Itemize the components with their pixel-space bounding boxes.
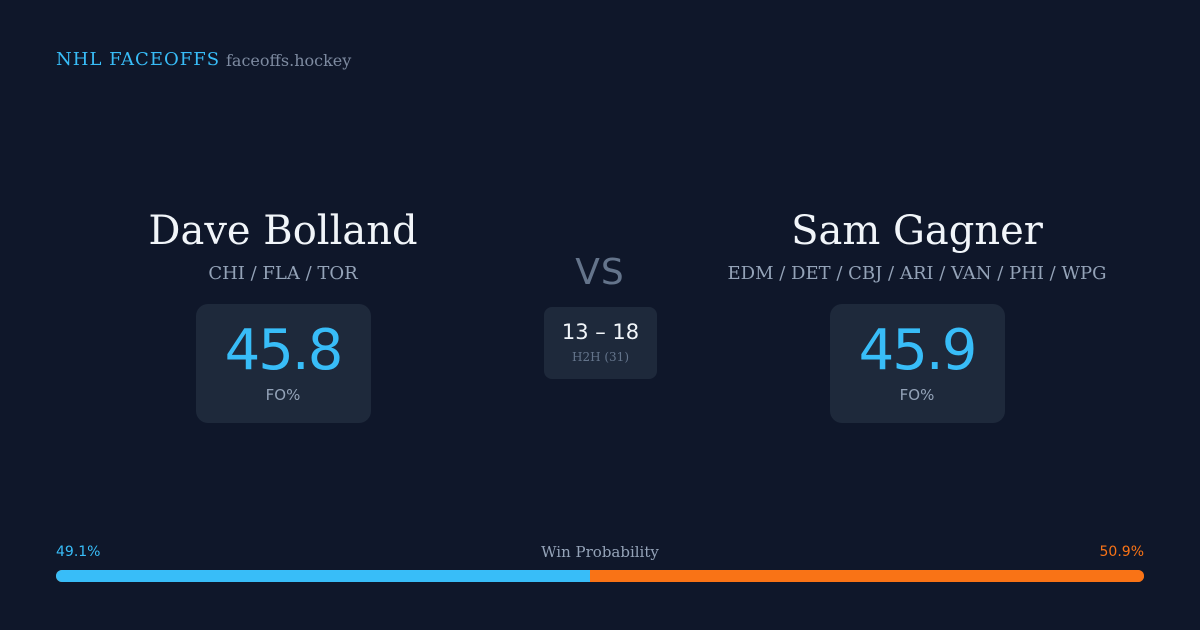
player-right-fo-value: 45.9 (858, 318, 978, 383)
h2h-label: H2H (31) (571, 350, 629, 364)
player-right: Sam Gagner EDM / DET / CBJ / ARI / VAN /… (687, 205, 1147, 423)
player-left-stat-card: 45.8 FO% (195, 304, 371, 423)
player-left-teams: CHI / FLA / TOR (208, 263, 358, 284)
win-probability-right: 50.9% (1099, 544, 1144, 560)
player-right-teams: EDM / DET / CBJ / ARI / VAN / PHI / WPG (727, 263, 1107, 284)
player-right-stat-card: 45.9 FO% (829, 304, 1005, 423)
win-probability-title: Win Probability (541, 543, 659, 561)
vs-label: VS (575, 252, 625, 293)
site-domain[interactable]: faceoffs.hockey (226, 51, 352, 70)
brand-title[interactable]: NHL FACEOFFS (56, 49, 221, 70)
h2h-score: 13 – 18 (561, 320, 640, 344)
player-right-name[interactable]: Sam Gagner (791, 208, 1043, 254)
win-probability-fill-left (56, 570, 591, 582)
player-left-fo-label: FO% (265, 386, 301, 404)
win-probability-left: 49.1% (56, 544, 101, 560)
h2h-card: 13 – 18 H2H (31) (544, 307, 657, 379)
win-probability-fill-right (590, 570, 1144, 582)
player-left: Dave Bolland CHI / FLA / TOR 45.8 FO% (53, 205, 513, 423)
win-probability-bar (56, 570, 1144, 582)
player-left-name[interactable]: Dave Bolland (148, 208, 418, 254)
player-right-fo-label: FO% (899, 386, 935, 404)
player-left-fo-value: 45.8 (224, 318, 344, 383)
